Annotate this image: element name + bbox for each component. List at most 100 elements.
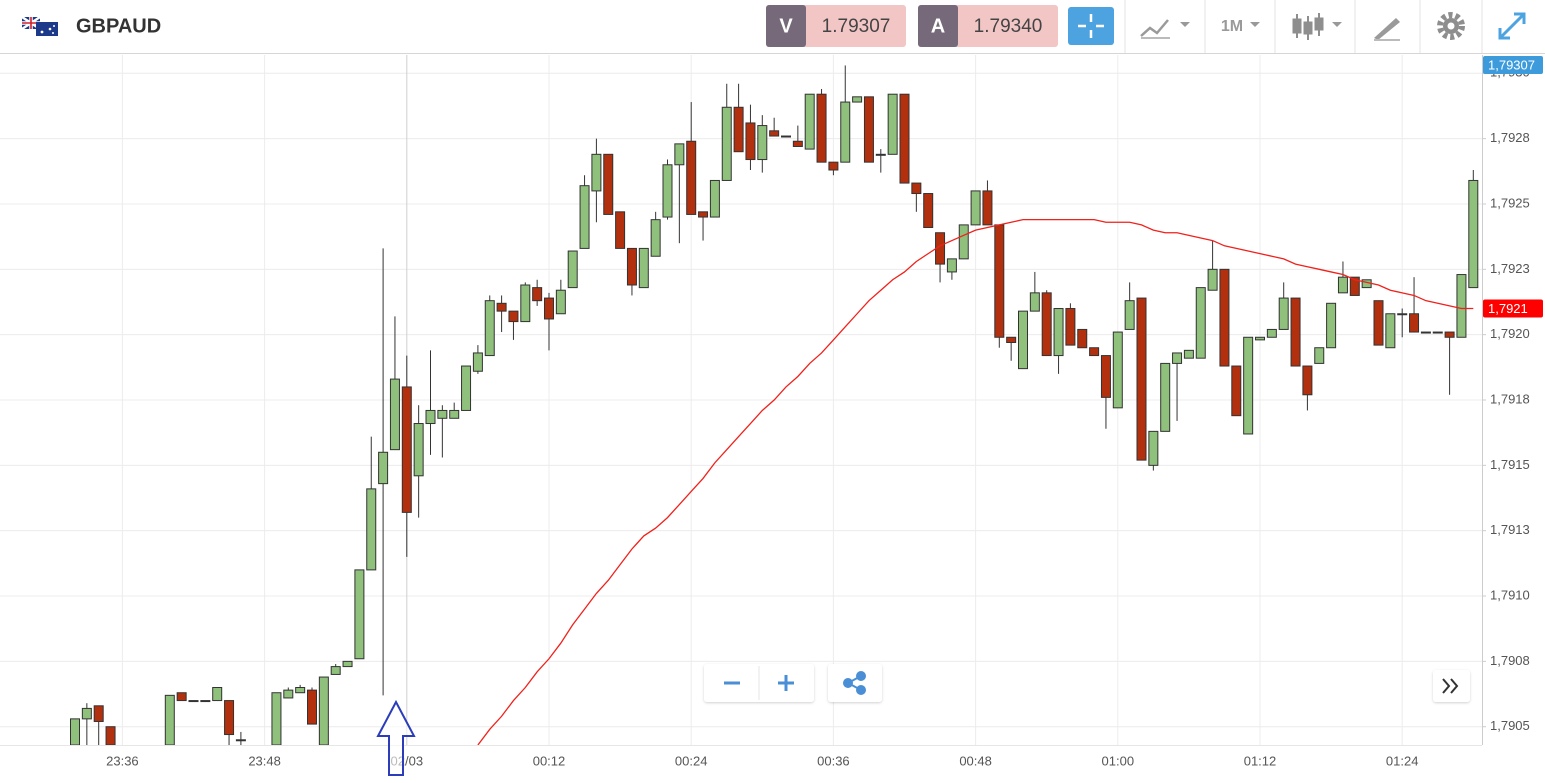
- candle-body: [354, 569, 365, 660]
- candle-body: [1444, 331, 1455, 338]
- candle-body: [437, 409, 448, 419]
- candle-body: [461, 365, 472, 411]
- fullscreen-button[interactable]: [1498, 12, 1526, 40]
- timeframe[interactable]: 1M: [1221, 18, 1243, 35]
- candle-body: [93, 705, 104, 722]
- ask-label: A: [931, 15, 945, 37]
- candle-body: [532, 287, 543, 302]
- candle-body: [224, 700, 235, 736]
- bid-price: 1.79307: [822, 16, 891, 37]
- candle-body: [164, 694, 175, 745]
- candle-body: [1326, 302, 1337, 349]
- candle-body: [1029, 292, 1040, 312]
- candle-body: [1207, 268, 1218, 291]
- candle-body: [496, 302, 507, 312]
- settings-button[interactable]: [1437, 12, 1465, 40]
- candle-body: [1397, 313, 1408, 316]
- bid-label-box: [766, 5, 806, 47]
- y-tick-label: 1,7920: [1490, 326, 1530, 341]
- candle-body: [1136, 297, 1147, 461]
- candle-body: [911, 182, 922, 195]
- candle-body: [1231, 365, 1242, 417]
- ask-label-box: [918, 5, 958, 47]
- candle-body: [401, 386, 412, 513]
- candle-body: [1302, 365, 1313, 396]
- candle-body: [1148, 430, 1159, 466]
- candle-body: [307, 689, 317, 725]
- candle-body: [994, 224, 1005, 338]
- y-tick-label: 1,7905: [1490, 718, 1530, 733]
- candle-body: [544, 297, 554, 320]
- y-tick-label: 1,7918: [1490, 391, 1530, 406]
- candle-body: [212, 687, 223, 702]
- candle-body: [520, 284, 531, 323]
- x-tick-label: 23:36: [106, 753, 139, 768]
- candle-body: [1018, 310, 1028, 370]
- y-tick-label: 1,7915: [1490, 457, 1530, 472]
- candle-body: [1172, 352, 1183, 364]
- candle-body: [1100, 355, 1111, 398]
- flag: [21, 15, 58, 36]
- candle-body: [1373, 300, 1384, 346]
- candle-body: [1077, 328, 1088, 349]
- candle-body: [603, 153, 614, 215]
- candle-body: [1053, 308, 1064, 357]
- y-tick-label: 1,7908: [1490, 653, 1530, 668]
- candle-body: [816, 93, 827, 163]
- x-tick-label: 01:12: [1244, 753, 1277, 768]
- candle-body: [733, 106, 744, 153]
- candle-body: [970, 190, 981, 226]
- candle-body: [283, 689, 294, 699]
- timeframe-caret: [1250, 22, 1260, 27]
- candle-body: [875, 153, 886, 156]
- price-tag-label: 1,79307: [1488, 57, 1535, 72]
- candle-body: [555, 289, 566, 315]
- candle-style-button[interactable]: [1292, 13, 1342, 40]
- drawing-tool-button[interactable]: [1374, 18, 1400, 41]
- candle-body: [449, 409, 460, 419]
- candle-body: [271, 692, 282, 745]
- candle-body: [1243, 336, 1254, 435]
- chart-type-button[interactable]: [1140, 19, 1190, 39]
- candle-body: [235, 739, 246, 742]
- candle-body: [81, 707, 92, 720]
- zoom-in-button[interactable]: [778, 675, 794, 691]
- candle-body: [1278, 297, 1289, 330]
- candle-body: [508, 310, 519, 323]
- candle-body: [389, 378, 400, 451]
- candle-body: [852, 96, 863, 103]
- candle-body: [792, 140, 803, 147]
- bid-label: V: [779, 15, 793, 37]
- candle-body: [946, 258, 957, 273]
- candle-body: [923, 193, 934, 228]
- x-tick-label: 00:12: [533, 753, 566, 768]
- price-tag: [1483, 299, 1543, 318]
- separators: [1124, 0, 1483, 53]
- y-tick-label: 1,7923: [1490, 261, 1530, 276]
- scroll-end-button[interactable]: [1433, 670, 1470, 702]
- x-tick-label: 01:24: [1386, 753, 1419, 768]
- candle-body: [650, 219, 661, 257]
- candle-body: [1112, 331, 1123, 409]
- crosshair-button[interactable]: [1068, 7, 1114, 45]
- candle-body: [1006, 336, 1017, 344]
- candle-body: [1290, 297, 1301, 367]
- annotation-arrow: [376, 699, 416, 776]
- axes: 1,7905 1,7908 1,7910 1,7913 1,7915 1,7918 1,79…: [106, 56, 1543, 768]
- crosshair-icon: [1078, 14, 1104, 38]
- moving-average-line: [477, 219, 1474, 745]
- candle-body: [1195, 287, 1206, 359]
- candle-body: [318, 676, 329, 745]
- candle-body: [1456, 274, 1467, 338]
- symbol: GBPAUD: [76, 15, 161, 37]
- x-tick-label: 23:48: [248, 753, 281, 768]
- share-button[interactable]: [828, 664, 882, 702]
- candle-body: [840, 101, 851, 163]
- candle-body: [1337, 276, 1348, 294]
- candle-body: [1349, 276, 1360, 296]
- candle-body: [662, 164, 673, 218]
- candle-body: [1468, 179, 1479, 289]
- plot-area: [70, 65, 1479, 745]
- candle-body: [200, 700, 211, 703]
